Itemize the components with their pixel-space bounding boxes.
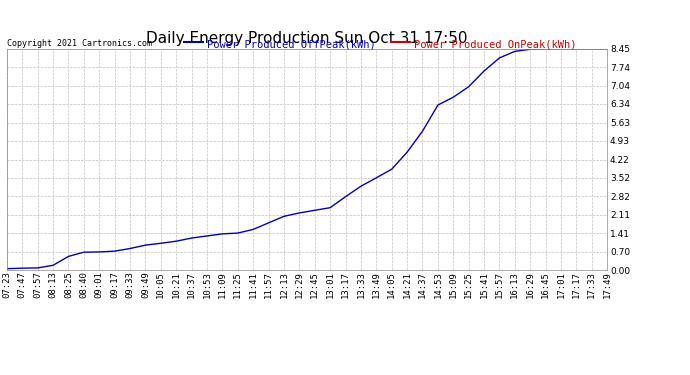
Title: Daily Energy Production Sun Oct 31 17:50: Daily Energy Production Sun Oct 31 17:50 [146, 31, 468, 46]
Text: Power Produced OnPeak(kWh): Power Produced OnPeak(kWh) [414, 39, 577, 50]
Text: Power Produced OffPeak(kWh): Power Produced OffPeak(kWh) [207, 39, 376, 50]
Text: Copyright 2021 Cartronics.com: Copyright 2021 Cartronics.com [7, 39, 152, 48]
